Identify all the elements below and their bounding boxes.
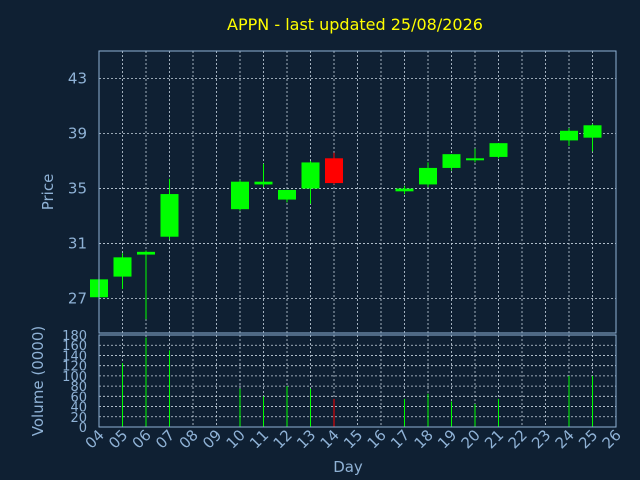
price-tick-labels: 27 31 35 39 43 — [68, 70, 87, 308]
price-axis-label: Price — [39, 174, 57, 211]
candle-body — [301, 162, 320, 189]
volume-tick-label: 80 — [70, 380, 87, 395]
x-tick-label: 19 — [434, 426, 460, 452]
x-tick-labels: 0405060708091011121314151617181920212223… — [82, 426, 625, 452]
price-tick-label: 31 — [68, 235, 87, 253]
x-tick-label: 06 — [129, 426, 155, 452]
x-tick-label: 23 — [528, 426, 554, 452]
chart-title: APPN - last updated 25/08/2026 — [227, 15, 483, 34]
volume-grid — [98, 334, 617, 428]
volume-tick-label: 40 — [70, 401, 87, 416]
volume-tick-label: 140 — [62, 349, 87, 364]
candle-body — [137, 251, 155, 255]
x-tick-label: 12 — [270, 426, 296, 452]
candle-body — [560, 130, 578, 141]
x-axis-label: Day — [333, 458, 363, 476]
x-tick-label: 09 — [199, 426, 225, 452]
candles — [90, 123, 602, 320]
candle-body — [160, 194, 179, 237]
x-tick-label: 22 — [505, 426, 531, 452]
volume-tick-label: 0 — [79, 421, 87, 436]
x-tick-label: 20 — [458, 426, 484, 452]
x-tick-label: 24 — [552, 426, 578, 452]
candle-body — [278, 189, 296, 200]
x-tick-label: 26 — [599, 426, 625, 452]
x-tick-label: 21 — [481, 426, 507, 452]
volume-tick-label: 180 — [62, 329, 87, 344]
volume-axis-label: Volume (0000) — [29, 326, 47, 436]
candle-body — [419, 167, 437, 185]
x-tick-label: 15 — [340, 426, 366, 452]
price-tick-label: 27 — [68, 290, 87, 308]
x-tick-label: 10 — [223, 426, 249, 452]
volume-tick-label: 20 — [70, 411, 87, 426]
volume-bars — [122, 337, 593, 427]
x-tick-label: 14 — [317, 426, 343, 452]
price-grid — [98, 51, 617, 333]
x-tick-label: 25 — [575, 426, 601, 452]
x-tick-label: 05 — [105, 426, 131, 452]
candle-body — [231, 181, 249, 210]
candle-body — [325, 158, 343, 184]
x-tick-label: 18 — [411, 426, 437, 452]
volume-tick-label: 120 — [62, 360, 87, 375]
price-tick-label: 39 — [68, 125, 87, 143]
candle-body — [254, 181, 273, 185]
volume-panel-frame — [98, 334, 617, 428]
volume-tick-label: 160 — [62, 339, 87, 354]
x-tick-label: 16 — [364, 426, 390, 452]
candle-body — [113, 257, 132, 277]
candle-body — [583, 125, 602, 138]
x-tick-label: 17 — [387, 426, 413, 452]
x-tick-label: 13 — [293, 426, 319, 452]
volume-tick-label: 100 — [62, 370, 87, 385]
candle-body — [466, 158, 484, 161]
candle-body — [489, 143, 508, 157]
x-tick-label: 11 — [246, 426, 272, 452]
x-tick-label: 08 — [176, 426, 202, 452]
price-panel-frame — [98, 50, 617, 334]
candle-body — [395, 188, 414, 192]
price-tick-label: 35 — [68, 180, 87, 198]
price-tick-label: 43 — [68, 70, 87, 88]
candle-body — [442, 154, 461, 168]
volume-tick-label: 60 — [70, 390, 87, 405]
x-tick-label: 07 — [152, 426, 178, 452]
